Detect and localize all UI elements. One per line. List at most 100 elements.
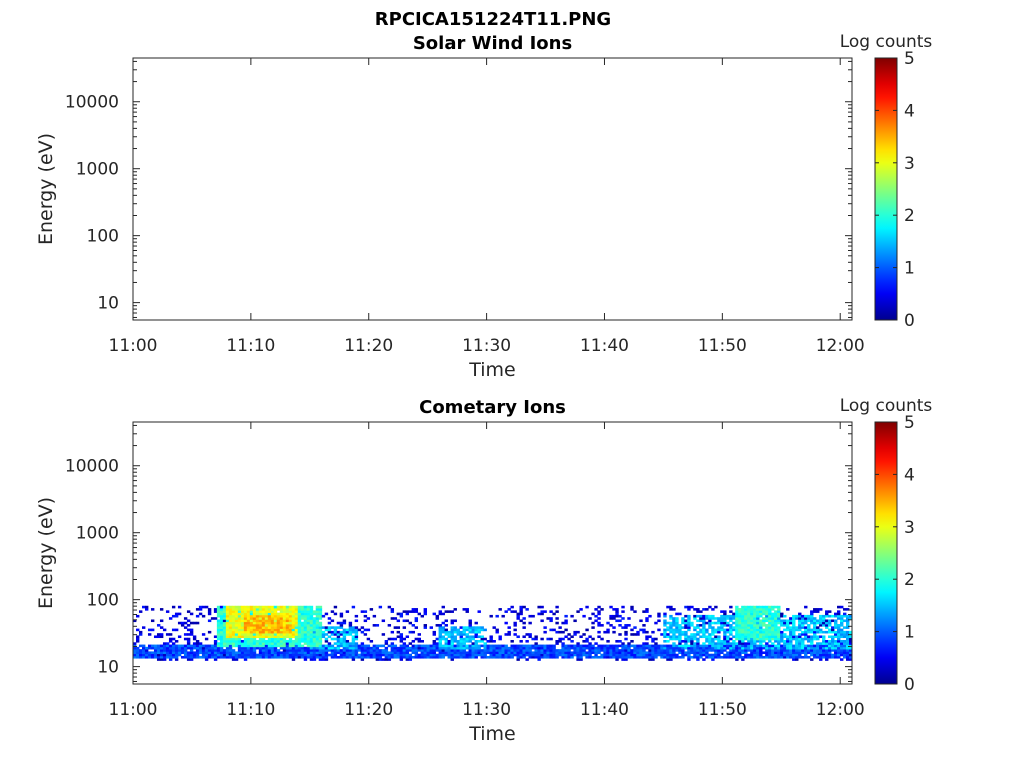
heatmap-cell xyxy=(687,646,691,650)
heatmap-cell xyxy=(807,628,811,632)
heatmap-cell xyxy=(168,637,173,641)
colorbar-tick-label: 2 xyxy=(904,206,915,226)
heatmap-cell xyxy=(189,651,194,654)
heatmap-cell xyxy=(294,610,299,613)
heatmap-cell xyxy=(486,646,490,650)
heatmap-cell xyxy=(228,644,233,648)
heatmap-cell xyxy=(774,637,778,641)
heatmap-cell xyxy=(735,651,739,654)
heatmap-cell xyxy=(180,651,185,654)
heatmap-cell xyxy=(513,624,517,627)
heatmap-cell xyxy=(567,655,571,659)
heatmap-cell xyxy=(744,630,748,634)
heatmap-cell xyxy=(363,644,368,648)
heatmap-cell xyxy=(465,628,469,632)
heatmap-cell xyxy=(597,635,601,639)
heatmap-cell xyxy=(810,628,814,632)
heatmap-cell xyxy=(459,640,463,643)
heatmap-cell xyxy=(231,658,236,661)
heatmap-cell xyxy=(264,633,269,636)
heatmap-cell xyxy=(252,630,257,634)
heatmap-cell xyxy=(738,626,742,629)
heatmap-cell xyxy=(771,621,775,625)
heatmap-cell xyxy=(270,655,275,659)
heatmap-cell xyxy=(204,649,209,652)
heatmap-cell xyxy=(537,605,541,609)
x-tick-label: 11:50 xyxy=(698,700,747,720)
heatmap-cell xyxy=(393,637,398,641)
heatmap-cell xyxy=(516,653,520,657)
heatmap-cell xyxy=(816,651,820,654)
heatmap-cell xyxy=(333,630,338,634)
heatmap-cell xyxy=(735,624,739,627)
heatmap-cell xyxy=(654,651,658,654)
heatmap-cell xyxy=(264,653,269,657)
heatmap-cell xyxy=(381,658,386,661)
heatmap-cell xyxy=(669,621,673,625)
heatmap-cell xyxy=(207,612,212,616)
heatmap-cell xyxy=(708,621,712,625)
heatmap-cell xyxy=(192,655,197,659)
heatmap-cell xyxy=(819,619,823,623)
heatmap-cell xyxy=(291,614,296,618)
heatmap-cell xyxy=(225,626,230,629)
heatmap-cell xyxy=(282,642,287,645)
heatmap-cell xyxy=(729,633,733,636)
heatmap-cell xyxy=(258,610,263,613)
heatmap-cell xyxy=(837,610,841,613)
heatmap-cell xyxy=(285,651,290,654)
heatmap-cell xyxy=(573,649,577,652)
heatmap-cell xyxy=(807,646,811,650)
heatmap-cell xyxy=(825,646,829,650)
heatmap-cell xyxy=(450,651,454,654)
heatmap-cell xyxy=(669,651,673,654)
heatmap-cell xyxy=(180,621,185,625)
heatmap-cell xyxy=(789,633,793,636)
heatmap-cell xyxy=(273,644,278,648)
heatmap-cell xyxy=(270,644,275,648)
heatmap-cell xyxy=(492,646,496,650)
heatmap-cell xyxy=(756,624,760,627)
heatmap-cell xyxy=(276,644,281,648)
heatmap-cell xyxy=(477,644,481,648)
heatmap-cell xyxy=(294,605,299,609)
heatmap-cell xyxy=(762,628,766,632)
heatmap-cell xyxy=(579,653,583,657)
heatmap-cell xyxy=(711,644,715,648)
heatmap-cell xyxy=(576,653,580,657)
heatmap-cell xyxy=(669,649,673,652)
heatmap-cell xyxy=(186,633,191,636)
heatmap-cell xyxy=(522,644,526,648)
heatmap-cell xyxy=(147,655,152,659)
heatmap-cell xyxy=(249,628,254,632)
heatmap-cell xyxy=(522,649,526,652)
heatmap-cell xyxy=(522,635,526,639)
heatmap-cell xyxy=(744,653,748,657)
heatmap-cell xyxy=(816,610,820,613)
heatmap-cell xyxy=(729,617,733,620)
heatmap-cell xyxy=(714,653,718,657)
heatmap-cell xyxy=(798,621,802,625)
heatmap-cell xyxy=(318,640,323,643)
heatmap-cell xyxy=(318,614,323,618)
heatmap-cell xyxy=(300,614,305,618)
heatmap-cell xyxy=(264,644,269,648)
heatmap-cell xyxy=(468,646,472,650)
x-tick-label: 11:10 xyxy=(226,336,275,356)
heatmap-cell xyxy=(702,626,706,629)
heatmap-cell xyxy=(825,630,829,634)
heatmap-cell xyxy=(390,653,395,657)
heatmap-cell xyxy=(351,651,356,654)
heatmap-cell xyxy=(576,651,580,654)
heatmap-cell xyxy=(342,619,347,623)
heatmap-cell xyxy=(771,651,775,654)
heatmap-cell xyxy=(537,655,541,659)
heatmap-cell xyxy=(363,646,368,650)
heatmap-cell xyxy=(315,644,320,648)
heatmap-cell xyxy=(339,640,344,643)
heatmap-cell xyxy=(204,637,209,641)
heatmap-cell xyxy=(768,644,772,648)
heatmap-cell xyxy=(261,626,266,629)
heatmap-cell xyxy=(771,614,775,618)
heatmap-cell xyxy=(516,617,520,620)
